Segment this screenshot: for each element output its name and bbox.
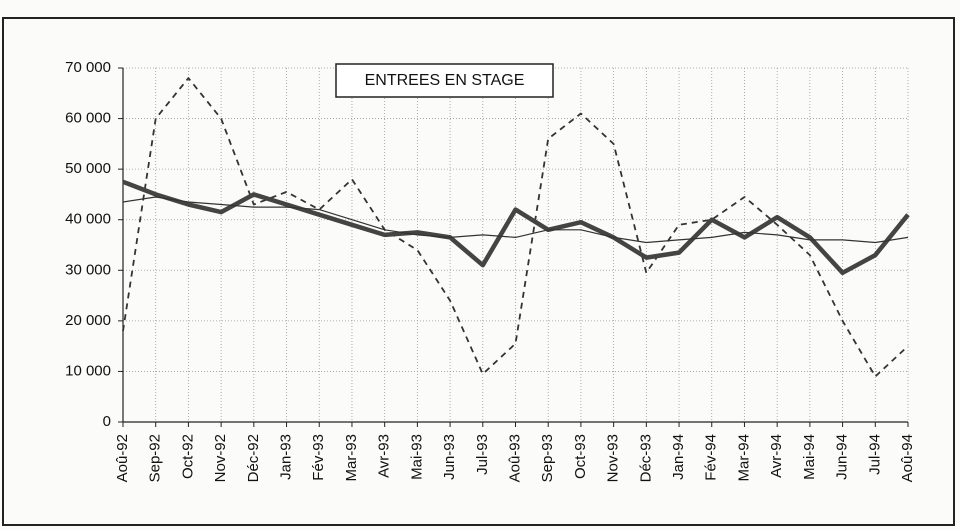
x-tick-label: Sep-93 bbox=[539, 434, 556, 482]
series-line bbox=[122, 196, 909, 244]
x-tick-label: Nov-93 bbox=[605, 434, 622, 482]
y-tick-label: 50 000 bbox=[65, 160, 111, 177]
chart-title: ENTREES EN STAGE bbox=[365, 72, 525, 89]
x-tick-label: Aoû-94 bbox=[899, 434, 916, 482]
y-tick-label: 10 000 bbox=[65, 362, 111, 379]
x-tick-label: Sep-92 bbox=[147, 434, 164, 482]
x-tick-label: Jan-94 bbox=[670, 434, 687, 480]
x-tick-label: Oct-92 bbox=[179, 434, 196, 479]
x-tick-label: Aoû-92 bbox=[114, 434, 131, 482]
x-tick-label: Oct-93 bbox=[572, 434, 589, 479]
x-tick-label: Jul-93 bbox=[474, 434, 491, 475]
x-tick-label: Déc-93 bbox=[637, 434, 654, 482]
title-box bbox=[335, 63, 554, 98]
x-tick-label: Mar-94 bbox=[735, 434, 752, 482]
y-tick-label: 20 000 bbox=[65, 312, 111, 329]
x-tick-label: Aoû-93 bbox=[506, 434, 523, 482]
x-tick-label: Jan-93 bbox=[278, 434, 295, 480]
x-tick-label: Déc-92 bbox=[245, 434, 262, 482]
x-tick-label: Fév-93 bbox=[310, 434, 327, 481]
y-tick-label: 60 000 bbox=[65, 110, 111, 127]
y-tick-label: 70 000 bbox=[65, 59, 111, 76]
x-tick-label: Mai-94 bbox=[801, 434, 818, 480]
x-tick-label: Jun-94 bbox=[834, 434, 851, 480]
chart-frame bbox=[2, 17, 955, 526]
x-tick-label: Jul-94 bbox=[866, 434, 883, 475]
x-tick-label: Mar-93 bbox=[343, 434, 360, 482]
y-tick-label: 30 000 bbox=[65, 261, 111, 278]
series-line bbox=[122, 77, 909, 378]
x-tick-label: Avr-93 bbox=[376, 434, 393, 478]
x-tick-label: Avr-94 bbox=[768, 434, 785, 478]
x-tick-label: Mai-93 bbox=[408, 434, 425, 480]
y-tick-label: 0 bbox=[103, 413, 111, 430]
x-tick-label: Jun-93 bbox=[441, 434, 458, 480]
x-tick-label: Fév-94 bbox=[703, 434, 720, 481]
series-line bbox=[122, 179, 910, 276]
y-tick-label: 40 000 bbox=[65, 211, 111, 228]
x-tick-label: Nov-92 bbox=[212, 434, 229, 482]
